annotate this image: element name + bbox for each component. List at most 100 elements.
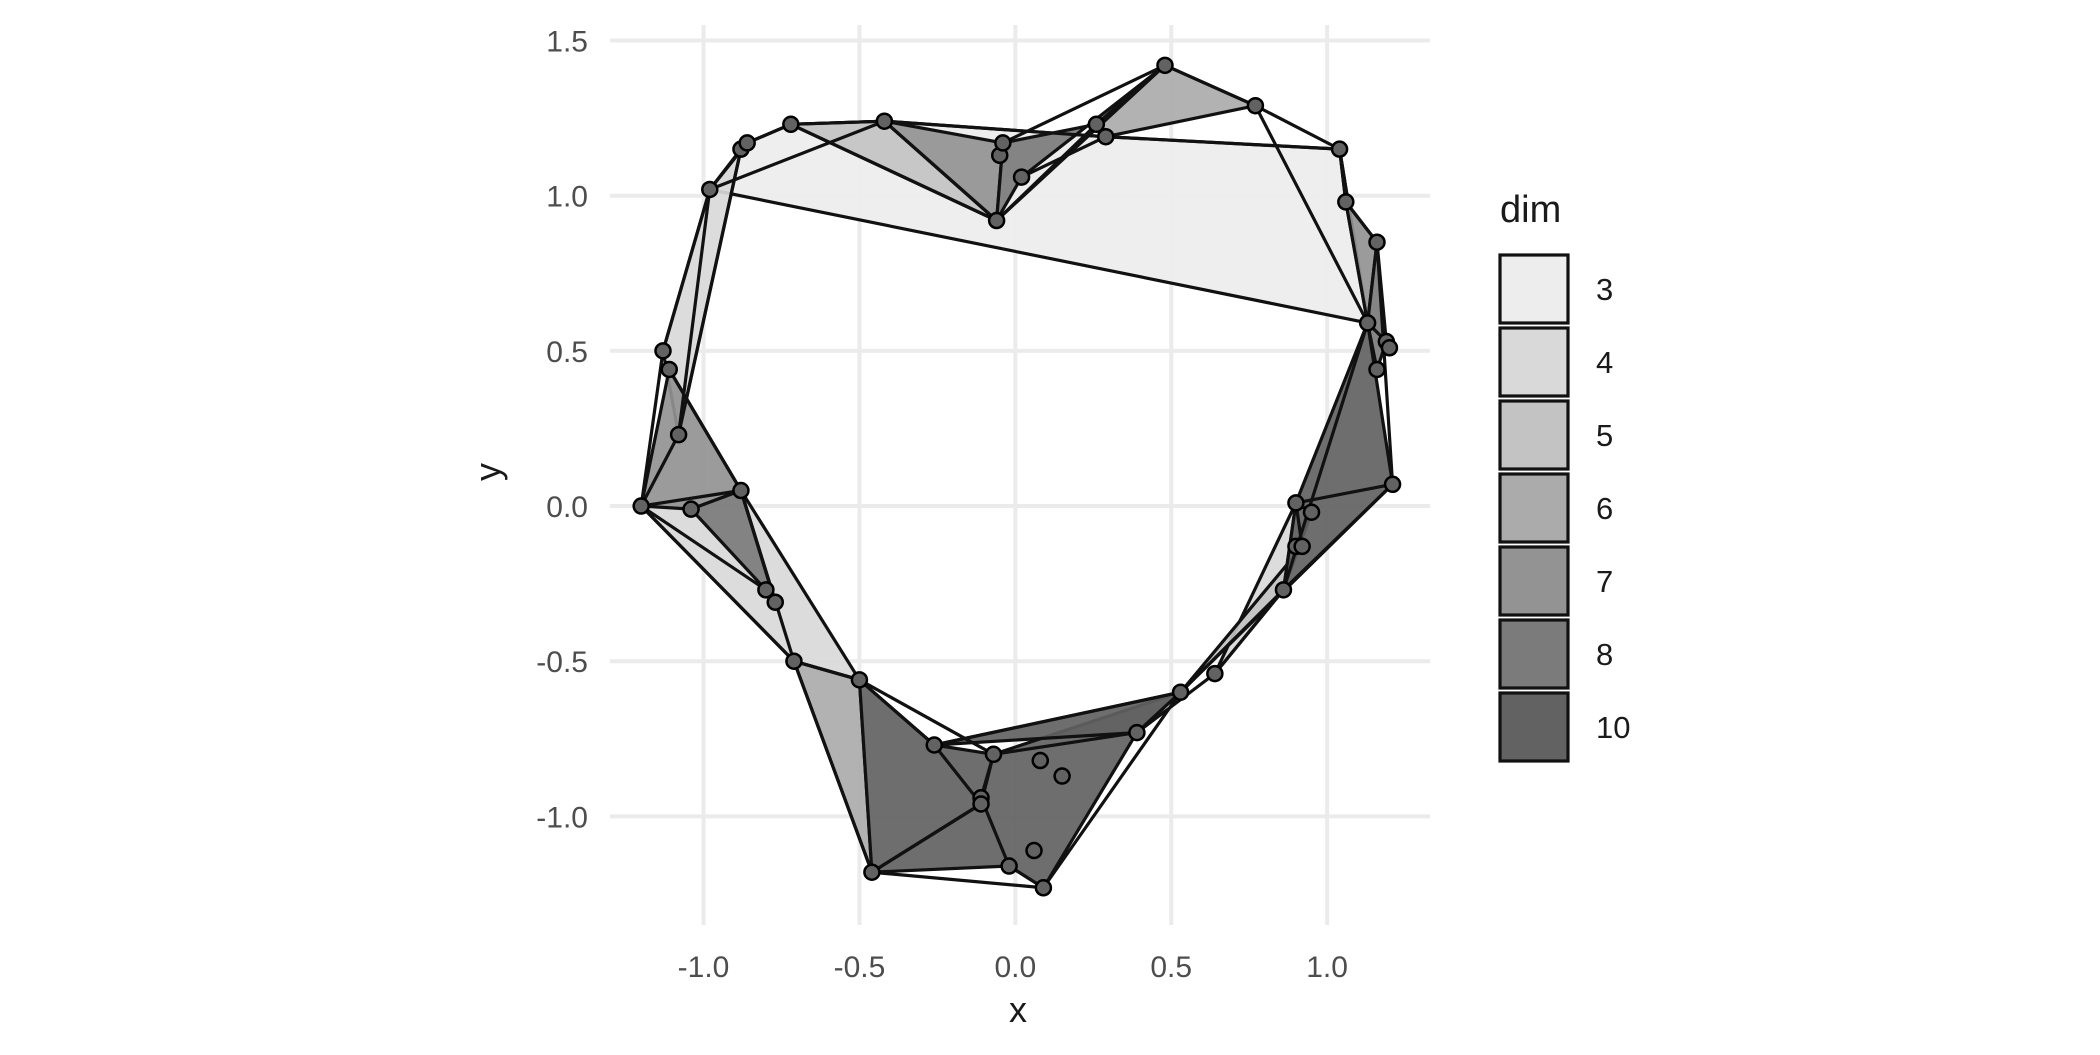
- data-point: [1000, 857, 1018, 875]
- x-axis-ticks: -1.0 -0.5 0.0 0.5 1.0: [678, 951, 1348, 984]
- edge-line: [870, 870, 1045, 890]
- data-point: [1031, 751, 1050, 770]
- legend-label: 4: [1596, 345, 1613, 380]
- legend-key-10: [1498, 691, 1570, 763]
- data-point: [1274, 581, 1293, 599]
- point-layer: [632, 56, 1402, 897]
- legend-key-5: [1498, 399, 1570, 471]
- data-point: [875, 112, 894, 130]
- x-axis-label: x: [1009, 989, 1027, 1030]
- data-point: [1293, 537, 1311, 556]
- legend-key-7: [1498, 545, 1570, 617]
- legend-key-4: [1498, 326, 1570, 398]
- edge-line: [1104, 135, 1342, 151]
- data-point: [1302, 503, 1321, 521]
- data-point: [987, 211, 1006, 230]
- y-tick-label: -1.0: [536, 801, 588, 834]
- data-point: [654, 342, 672, 360]
- data-point: [1383, 475, 1402, 494]
- data-point: [1287, 494, 1305, 512]
- edge-line: [1253, 104, 1342, 151]
- edge-line: [991, 730, 1139, 756]
- edge-line: [882, 119, 999, 223]
- edge-line: [1019, 135, 1108, 179]
- edge-line: [639, 504, 796, 663]
- edge-line: [639, 433, 681, 508]
- data-point: [1358, 314, 1377, 332]
- data-point: [757, 581, 775, 599]
- data-point: [1337, 193, 1355, 211]
- legend-entries: 3 4 5 6 7 8 10: [1498, 253, 1630, 763]
- legend-label: 6: [1596, 491, 1613, 526]
- data-point: [1034, 879, 1053, 897]
- data-point: [1025, 841, 1043, 860]
- data-point: [1206, 664, 1224, 683]
- data-point: [1053, 767, 1071, 785]
- data-point: [738, 134, 756, 152]
- data-point: [984, 745, 1003, 764]
- legend-label: 3: [1596, 272, 1613, 307]
- data-point: [1246, 96, 1265, 115]
- data-point: [994, 134, 1012, 152]
- legend: dim 3 4 5 6 7 8 10: [1498, 189, 1630, 763]
- data-point: [850, 671, 869, 689]
- legend-label: 5: [1596, 418, 1613, 453]
- edge-line: [1041, 690, 1183, 890]
- y-tick-label: 1.0: [546, 181, 588, 214]
- data-point: [1087, 115, 1106, 134]
- edge-line: [789, 119, 886, 126]
- edge-line: [1094, 63, 1167, 126]
- y-tick-label: 1.5: [546, 26, 588, 59]
- legend-key-3: [1498, 253, 1570, 325]
- y-tick-label: -0.5: [536, 646, 588, 679]
- legend-key-8: [1498, 618, 1570, 690]
- edge-line: [857, 678, 996, 756]
- y-tick-label: 0.5: [546, 336, 588, 369]
- x-tick-label: -1.0: [678, 951, 730, 984]
- data-point: [1012, 168, 1031, 186]
- data-point: [1330, 140, 1349, 158]
- edge-line: [1294, 482, 1395, 505]
- edge-line: [639, 504, 768, 592]
- data-point: [1368, 233, 1386, 251]
- data-point: [785, 652, 803, 670]
- data-point: [682, 500, 700, 518]
- data-point: [766, 593, 784, 611]
- edge-line: [870, 802, 983, 874]
- edge-line: [667, 367, 743, 493]
- legend-label: 7: [1596, 564, 1613, 599]
- data-point: [925, 736, 944, 754]
- y-axis-label: y: [467, 463, 508, 481]
- data-point: [782, 115, 800, 134]
- x-tick-label: 0.0: [994, 951, 1036, 984]
- data-point: [1156, 56, 1174, 75]
- edge-line: [789, 122, 999, 223]
- x-tick-label: -0.5: [834, 951, 886, 984]
- edge-line: [792, 659, 874, 874]
- legend-key-6: [1498, 472, 1570, 544]
- edge-line: [676, 147, 743, 437]
- data-point: [632, 497, 650, 515]
- data-point: [669, 425, 688, 444]
- edge-line: [932, 690, 1183, 747]
- edge-line: [639, 349, 665, 508]
- edge-line: [857, 678, 936, 747]
- edge-line: [1135, 672, 1217, 735]
- data-point: [863, 863, 881, 881]
- data-point: [1096, 127, 1115, 146]
- data-point: [732, 481, 750, 500]
- y-tick-label: 0.0: [546, 491, 588, 524]
- data-point: [1171, 683, 1190, 701]
- data-point: [701, 180, 719, 199]
- edge-line: [1213, 588, 1286, 676]
- data-point: [660, 360, 678, 379]
- legend-label: 8: [1596, 637, 1613, 672]
- edge-line: [882, 119, 1108, 139]
- edge-line: [1163, 63, 1257, 108]
- x-tick-label: 0.5: [1150, 951, 1192, 984]
- edge-line: [661, 187, 712, 353]
- edge-line: [792, 659, 862, 682]
- legend-title: dim: [1500, 189, 1561, 231]
- data-point: [1380, 339, 1399, 357]
